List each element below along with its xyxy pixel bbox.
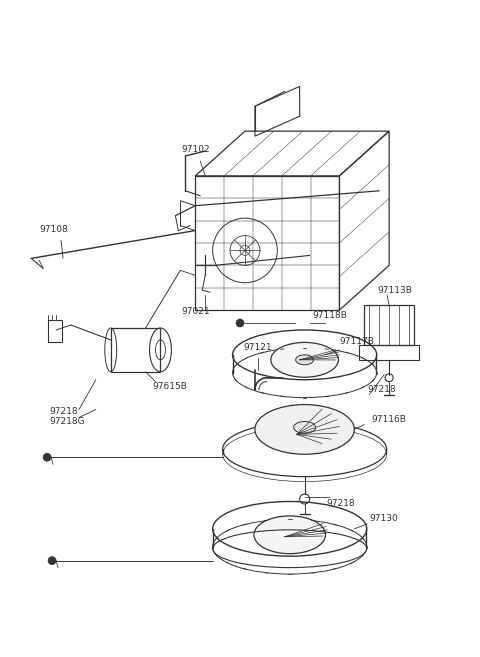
Text: 97615B: 97615B: [153, 382, 187, 391]
Circle shape: [48, 556, 56, 564]
Ellipse shape: [271, 342, 338, 377]
Text: 97130: 97130: [369, 514, 398, 524]
Ellipse shape: [296, 355, 313, 365]
Circle shape: [236, 319, 244, 327]
Circle shape: [43, 453, 51, 461]
Bar: [48, 320, 62, 342]
Bar: [360, 345, 419, 360]
Text: 97021: 97021: [181, 307, 210, 316]
Text: 97218: 97218: [326, 499, 355, 509]
Text: 97102: 97102: [181, 145, 210, 154]
Text: 97218: 97218: [49, 407, 78, 415]
Ellipse shape: [294, 421, 315, 434]
Text: 97121: 97121: [243, 343, 272, 352]
Bar: [364, 305, 414, 345]
Text: 97117B: 97117B: [339, 338, 374, 346]
Ellipse shape: [254, 516, 325, 554]
Text: 97108: 97108: [39, 225, 68, 233]
Text: 97218G: 97218G: [49, 417, 85, 426]
Text: 97218: 97218: [367, 385, 396, 394]
Ellipse shape: [255, 405, 354, 454]
Text: 97116B: 97116B: [371, 415, 406, 424]
Text: 97113B: 97113B: [377, 286, 412, 295]
Bar: [111, 328, 160, 372]
Text: 97118B: 97118B: [312, 311, 348, 319]
